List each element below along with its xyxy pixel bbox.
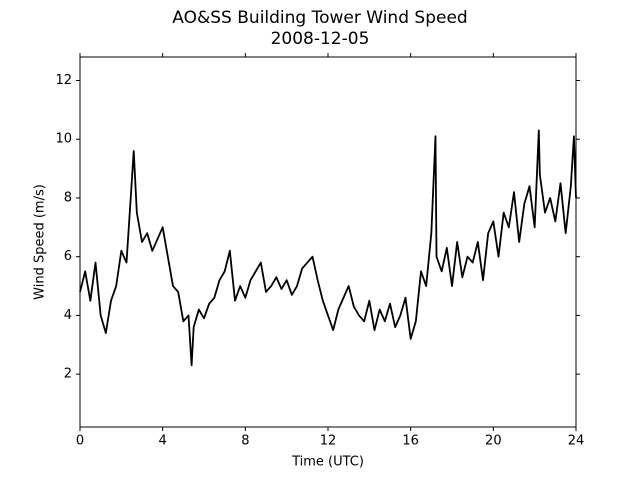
x-tick-label: 20 <box>485 434 502 449</box>
chart-title: AO&SS Building Tower Wind Speed <box>172 8 467 28</box>
y-tick-label: 10 <box>55 132 72 147</box>
y-tick-label: 8 <box>64 190 72 205</box>
x-tick-label: 4 <box>159 434 167 449</box>
chart-subtitle: 2008-12-05 <box>271 29 370 49</box>
x-tick-label: 12 <box>320 434 337 449</box>
x-tick-label: 16 <box>402 434 419 449</box>
plot-frame <box>79 56 577 428</box>
wind-speed-line <box>79 129 577 367</box>
y-tick-label: 2 <box>64 367 72 382</box>
y-axis-label: Wind Speed (m/s) <box>33 184 48 300</box>
x-tick-label: 24 <box>568 434 585 449</box>
y-tick-label: 12 <box>55 73 72 88</box>
x-tick-label: 0 <box>76 434 84 449</box>
x-axis-label: Time (UTC) <box>291 455 364 470</box>
y-tick-label: 6 <box>64 249 72 264</box>
x-tick-label: 8 <box>241 434 249 449</box>
y-tick-label: 4 <box>64 308 72 323</box>
